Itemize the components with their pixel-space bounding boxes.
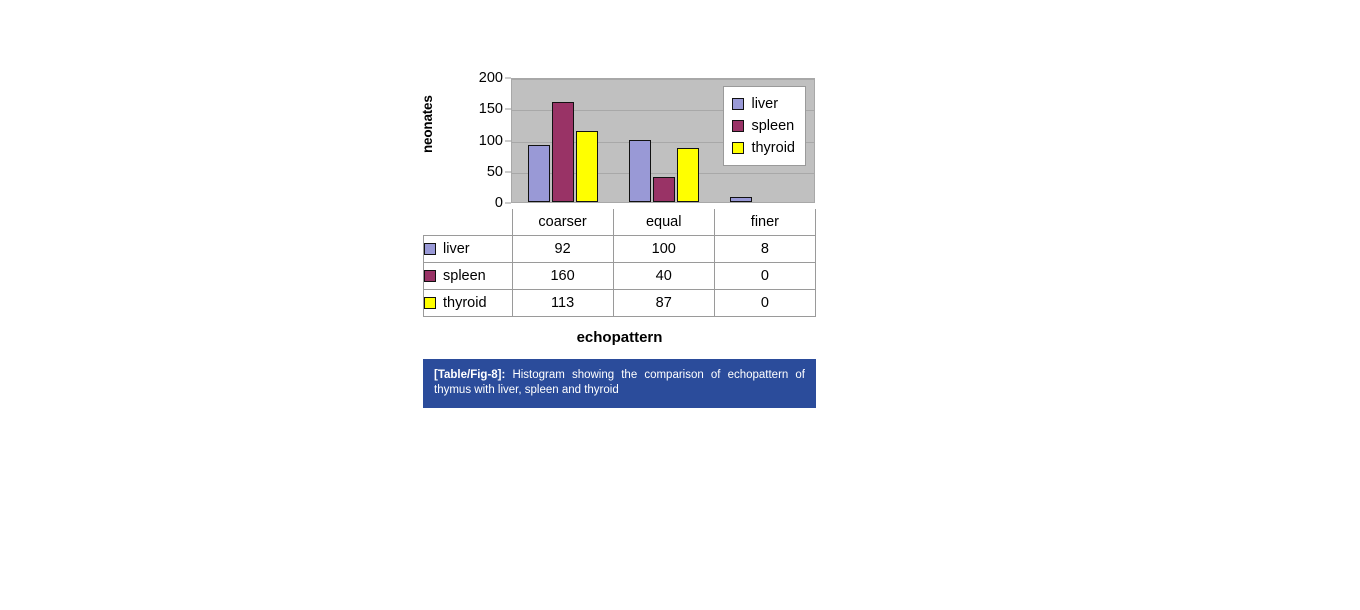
bar-liver-equal: [629, 139, 651, 202]
bar-liver-finer: [730, 197, 753, 202]
legend-swatch-liver: [732, 98, 745, 110]
table-cell: 92: [511, 235, 614, 263]
gridline: [512, 79, 814, 80]
legend-swatch-thyroid: [732, 142, 745, 154]
table-header-row: coarser equal finer: [424, 209, 817, 236]
y-axis-title: neonates: [420, 95, 435, 153]
y-tick-mark: [505, 171, 511, 173]
table-cell: 0: [713, 262, 817, 290]
legend-swatch-spleen: [732, 120, 745, 132]
legend-item-thyroid: thyroid: [732, 137, 795, 159]
bar-spleen-equal: [653, 177, 675, 202]
bars-layer: [512, 79, 814, 202]
table-row: liver 92 100 8: [423, 235, 817, 263]
bar-liver-coarser: [527, 144, 550, 202]
table-cell: 8: [713, 235, 817, 263]
y-tick-label: 0: [494, 195, 503, 211]
y-tick-mark: [505, 140, 511, 141]
caption-label: [Table/Fig-8]:: [434, 369, 506, 381]
table-corner-cell: [424, 209, 513, 236]
table-row: spleen 160 40 0: [423, 262, 817, 290]
table-cell: 87: [612, 289, 715, 317]
legend-label-spleen: spleen: [751, 117, 795, 134]
table-row: thyroid 113 87 0: [423, 289, 817, 317]
chart-legend: liver spleen thyroid: [723, 86, 806, 166]
table-label-liver: liver: [443, 241, 470, 257]
table-cell: 40: [612, 262, 715, 290]
bar-thyroid-equal: [677, 147, 699, 202]
y-tick-label: 150: [478, 101, 503, 118]
gridline: [512, 172, 814, 174]
legend-label-liver: liver: [751, 95, 779, 112]
gridline: [512, 110, 814, 112]
figure-caption: [Table/Fig-8]: Histogram showing the com…: [423, 359, 816, 408]
table-swatch-spleen: [424, 270, 436, 282]
y-tick-label: 200: [478, 70, 503, 86]
table-label-thyroid: thyroid: [443, 295, 487, 311]
table-header-finer: finer: [713, 209, 817, 236]
plot-area: liver spleen thyroid: [511, 78, 815, 203]
table-cell: 100: [612, 235, 715, 263]
data-table: coarser equal finer liver 92 100 8: [423, 209, 817, 317]
table-header-equal: equal: [612, 209, 715, 236]
table-cell: 113: [511, 289, 614, 317]
table-row-label-liver: liver: [423, 235, 513, 263]
legend-item-liver: liver: [732, 93, 795, 115]
y-tick-label: 100: [478, 132, 503, 149]
y-tick-label: 50: [486, 163, 503, 180]
legend-label-thyroid: thyroid: [751, 139, 795, 156]
table-row-label-thyroid: thyroid: [423, 289, 513, 317]
y-axis-ticks: 0 50 100 150 200: [461, 70, 511, 211]
table-cell: 160: [511, 262, 614, 290]
caption-text: Histogram showing the comparison of echo…: [434, 369, 805, 396]
y-tick-mark: [505, 202, 511, 204]
y-tick-mark: [505, 77, 511, 79]
table-swatch-thyroid: [424, 297, 436, 309]
table-row-label-spleen: spleen: [423, 262, 513, 290]
figure-container: neonates 0 50 100 150 200 liver spleen thyro…: [420, 70, 817, 408]
gridline: [512, 141, 814, 143]
x-axis-title: echopattern: [576, 329, 663, 346]
table-swatch-liver: [424, 243, 436, 255]
bar-spleen-coarser: [551, 102, 574, 202]
legend-item-spleen: spleen: [732, 115, 795, 137]
table-cell: 0: [713, 289, 817, 317]
table-header-coarser: coarser: [511, 209, 614, 236]
bar-chart: neonates 0 50 100 150 200 liver spleen thyro…: [420, 70, 816, 211]
table-label-spleen: spleen: [443, 268, 486, 284]
bar-thyroid-coarser: [575, 131, 598, 202]
y-tick-mark: [505, 108, 511, 110]
